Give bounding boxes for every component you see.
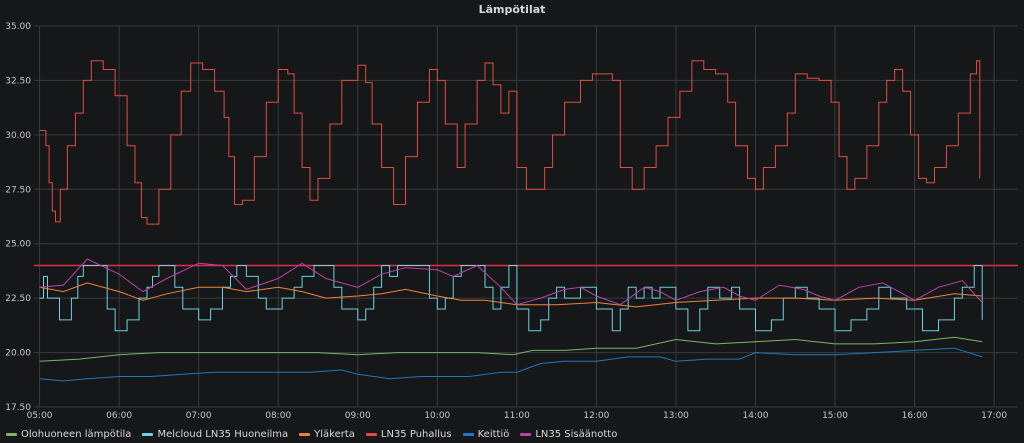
y-tick-label: 22.50 <box>5 294 31 304</box>
x-tick-label: 05:00 <box>27 411 53 421</box>
x-tick-label: 12:00 <box>583 411 609 421</box>
legend-swatch <box>520 432 532 436</box>
x-tick-label: 14:00 <box>743 411 769 421</box>
legend-label: Yläkerta <box>314 428 355 440</box>
legend-item-4[interactable]: Keittiö <box>462 428 510 440</box>
x-tick-label: 06:00 <box>106 411 132 421</box>
series-lines <box>39 60 983 382</box>
y-tick-label: 35.00 <box>5 22 31 32</box>
legend-swatch <box>462 432 474 436</box>
legend-label: LN35 Puhallus <box>380 428 452 440</box>
x-tick-label: 17:00 <box>981 411 1007 421</box>
x-tick-label: 07:00 <box>186 411 212 421</box>
legend: Olohuoneen lämpötila Melcloud LN35 Huonei… <box>6 426 628 442</box>
chart-svg: 17.50 20.00 22.50 25.00 27.50 30.00 32.50 35.00… <box>5 22 1018 421</box>
x-tick-label: 09:00 <box>345 411 371 421</box>
y-tick-label: 30.00 <box>5 131 31 141</box>
x-axis: 05:00 06:00 07:00 08:00 09:00 10:00 11:00 12:00… <box>27 411 1008 421</box>
x-tick-label: 10:00 <box>424 411 450 421</box>
series-line-4 <box>39 347 983 382</box>
x-tick-label: 16:00 <box>902 411 928 421</box>
y-tick-label: 25.00 <box>5 240 31 250</box>
y-tick-label: 32.50 <box>5 76 31 86</box>
legend-item-1[interactable]: Melcloud LN35 Huoneilma <box>142 429 288 440</box>
legend-swatch <box>142 432 154 436</box>
y-axis: 17.50 20.00 22.50 25.00 27.50 30.00 32.50 35.00 <box>5 22 31 413</box>
legend-item-3[interactable]: LN35 Puhallus <box>365 428 452 440</box>
legend-item-0[interactable]: Olohuoneen lämpötila <box>6 429 131 440</box>
legend-label: Melcloud LN35 Huoneilma <box>157 428 289 440</box>
legend-swatch <box>299 432 311 436</box>
x-tick-label: 08:00 <box>265 411 291 421</box>
y-tick-label: 27.50 <box>5 185 31 195</box>
legend-label: Olohuoneen lämpötila <box>21 428 132 440</box>
legend-item-2[interactable]: Yläkerta <box>299 429 355 440</box>
grid-lines <box>34 25 1018 408</box>
series-line-3 <box>39 60 981 225</box>
legend-label: LN35 Sisäänotto <box>535 428 618 440</box>
series-line-5 <box>39 258 983 306</box>
x-tick-label: 13:00 <box>663 411 689 421</box>
legend-item-5[interactable]: LN35 Sisäänotto <box>520 429 617 440</box>
legend-label: Keittiö <box>477 428 510 440</box>
x-tick-label: 15:00 <box>822 411 848 421</box>
series-line-0 <box>39 336 983 362</box>
y-tick-label: 17.50 <box>5 403 31 413</box>
series-line-2 <box>39 282 983 308</box>
legend-swatch <box>6 432 17 436</box>
legend-swatch <box>365 432 377 436</box>
chart-title: Lämpötilat <box>478 3 546 16</box>
x-tick-label: 11:00 <box>504 411 530 421</box>
y-tick-label: 20.00 <box>5 349 31 359</box>
